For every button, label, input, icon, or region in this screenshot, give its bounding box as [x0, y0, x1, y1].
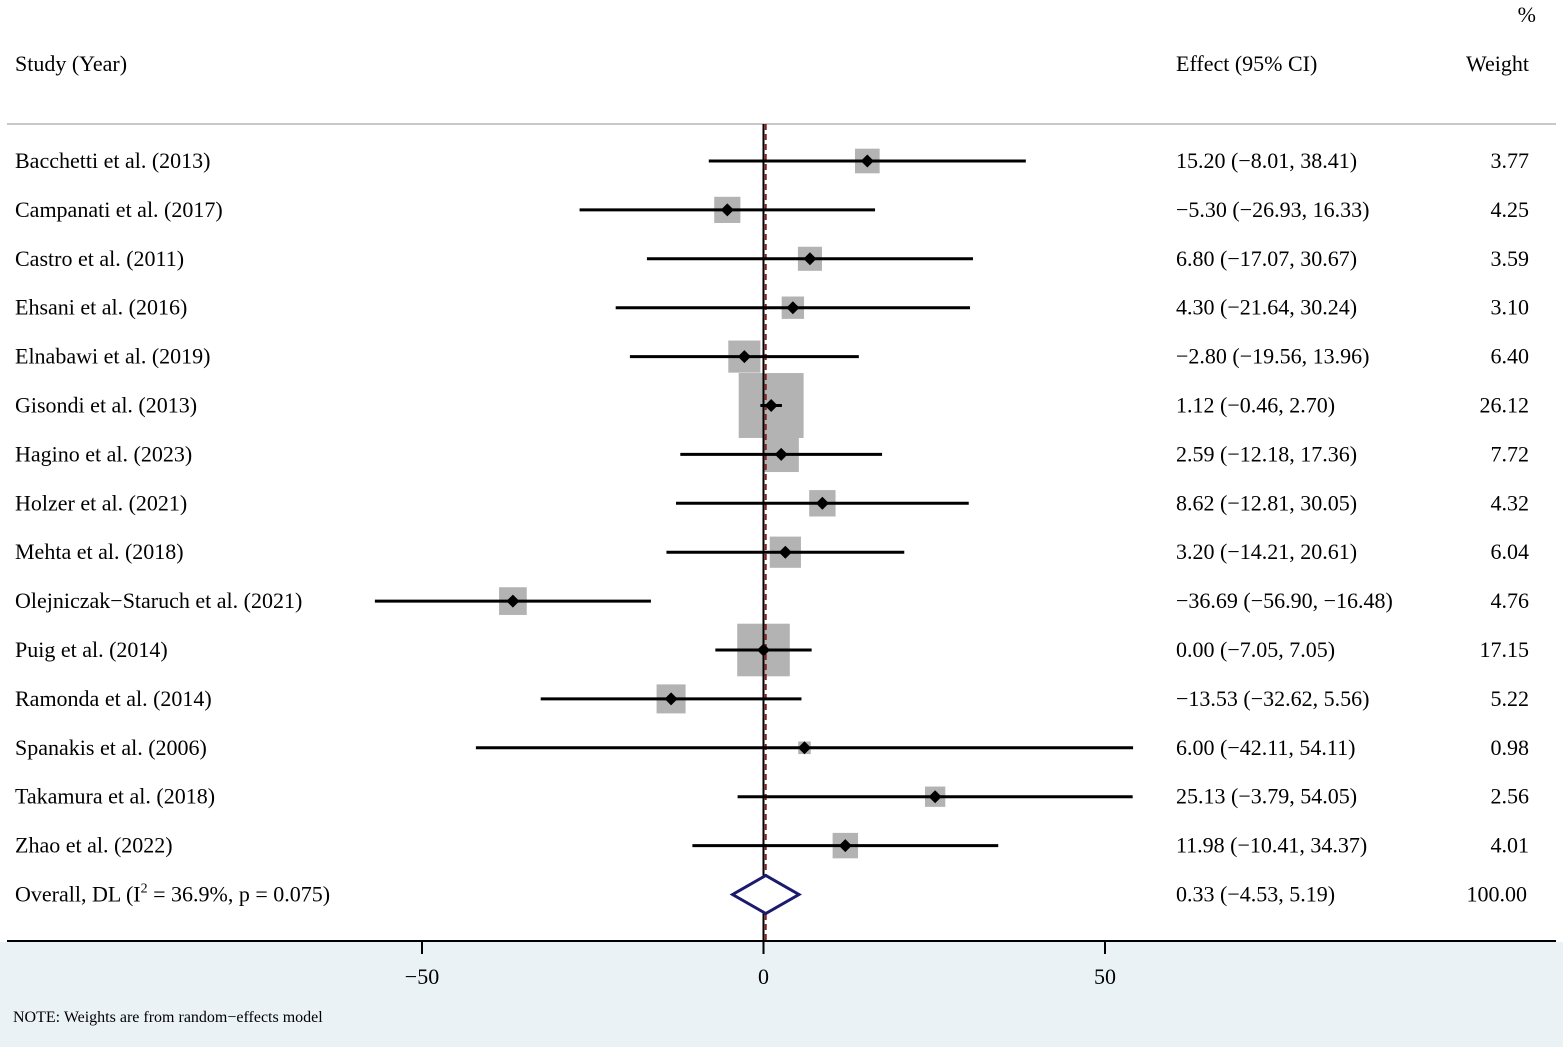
effect-value: −5.30 (−26.93, 16.33) — [1176, 197, 1369, 222]
study-label: Hagino et al. (2023) — [15, 441, 192, 466]
point-estimate — [797, 741, 811, 755]
weight-value: 3.59 — [1491, 246, 1530, 271]
point-estimate — [664, 692, 678, 706]
effect-value: 3.20 (−14.21, 20.61) — [1176, 539, 1357, 564]
weight-value: 7.72 — [1491, 441, 1530, 466]
effect-value: −2.80 (−19.56, 13.96) — [1176, 344, 1369, 369]
weight-value: 3.77 — [1491, 148, 1530, 173]
study-label: Castro et al. (2011) — [15, 246, 184, 271]
point-estimate — [720, 203, 734, 217]
effect-value: −36.69 (−56.90, −16.48) — [1176, 588, 1393, 613]
effect-value: 8.62 (−12.81, 30.05) — [1176, 490, 1357, 515]
weight-value: 3.10 — [1491, 295, 1530, 320]
effect-value: 2.59 (−12.18, 17.36) — [1176, 441, 1357, 466]
point-estimate — [928, 790, 942, 804]
weight-value: 6.04 — [1491, 539, 1530, 564]
point-estimate — [778, 545, 792, 559]
study-label: Elnabawi et al. (2019) — [15, 344, 211, 369]
study-label: Ehsani et al. (2016) — [15, 295, 187, 320]
weight-value: 4.76 — [1491, 588, 1530, 613]
effect-value: 6.00 (−42.11, 54.11) — [1176, 735, 1355, 760]
weight-value: 2.56 — [1491, 784, 1530, 809]
study-label: Ramonda et al. (2014) — [15, 686, 212, 711]
point-estimate — [838, 839, 852, 853]
study-label: Olejniczak−Staruch et al. (2021) — [15, 588, 302, 613]
point-estimate — [757, 643, 770, 657]
weight-value: 26.12 — [1480, 393, 1530, 418]
effect-value: 6.80 (−17.07, 30.67) — [1176, 246, 1357, 271]
weight-percent-header: % — [1518, 2, 1536, 27]
weight-value: 6.40 — [1491, 344, 1530, 369]
x-tick-label: 50 — [1094, 964, 1116, 989]
x-tick-label: −50 — [405, 964, 439, 989]
study-label: Puig et al. (2014) — [15, 637, 168, 662]
x-tick-label: 0 — [758, 964, 769, 989]
study-label: Bacchetti et al. (2013) — [15, 148, 210, 173]
effect-value: 0.00 (−7.05, 7.05) — [1176, 637, 1335, 662]
point-estimate — [764, 399, 778, 412]
study-label: Mehta et al. (2018) — [15, 539, 184, 564]
effect-value: 15.20 (−8.01, 38.41) — [1176, 148, 1357, 173]
effect-value: 1.12 (−0.46, 2.70) — [1176, 393, 1335, 418]
point-estimate — [737, 350, 751, 364]
study-label: Campanati et al. (2017) — [15, 197, 223, 222]
weight-column-header: Weight — [1466, 51, 1529, 76]
point-estimate — [815, 496, 829, 510]
weight-value: 5.22 — [1491, 686, 1530, 711]
point-estimate — [506, 594, 520, 608]
effect-value: 11.98 (−10.41, 34.37) — [1176, 833, 1367, 858]
x-axis-ticks: −50 0 50 — [405, 941, 1116, 989]
note-panel — [0, 942, 1563, 1047]
overall-effect-value: 0.33 (−4.53, 5.19) — [1176, 882, 1335, 907]
overall-weight-value: 100.00 — [1467, 882, 1528, 907]
study-label: Holzer et al. (2021) — [15, 490, 187, 515]
effect-value: −13.53 (−32.62, 5.56) — [1176, 686, 1369, 711]
study-label: Gisondi et al. (2013) — [15, 393, 197, 418]
effect-value: 4.30 (−21.64, 30.24) — [1176, 295, 1357, 320]
weight-value: 0.98 — [1491, 735, 1530, 760]
point-estimate — [786, 301, 800, 315]
weight-value: 4.01 — [1491, 833, 1530, 858]
study-label: Takamura et al. (2018) — [15, 784, 215, 809]
study-label: Spanakis et al. (2006) — [15, 735, 207, 760]
study-label: Zhao et al. (2022) — [15, 833, 173, 858]
overall-label: Overall, DL (I2 = 36.9%, p = 0.075) — [15, 882, 330, 907]
study-column-header: Study (Year) — [15, 51, 127, 76]
study-rows: Bacchetti et al. (2013) 15.20 (−8.01, 38.… — [15, 148, 1529, 907]
weight-value: 17.15 — [1480, 637, 1530, 662]
point-estimate — [860, 154, 874, 168]
weight-value: 4.32 — [1491, 490, 1530, 515]
overall-diamond — [729, 873, 802, 916]
effect-value: 25.13 (−3.79, 54.05) — [1176, 784, 1357, 809]
point-estimate — [803, 252, 817, 266]
note-text: NOTE: Weights are from random−effects mo… — [13, 1009, 323, 1026]
point-estimate — [774, 447, 788, 461]
weight-value: 4.25 — [1491, 197, 1530, 222]
study-marks — [374, 124, 1134, 941]
effect-column-header: Effect (95% CI) — [1176, 51, 1317, 76]
